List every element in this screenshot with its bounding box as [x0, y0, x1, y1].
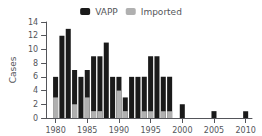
svg-text:1980: 1980	[45, 126, 65, 135]
svg-text:Imported: Imported	[141, 7, 182, 17]
svg-text:4: 4	[33, 86, 38, 95]
svg-text:6: 6	[33, 72, 38, 81]
svg-text:10: 10	[28, 45, 38, 54]
svg-text:2005: 2005	[204, 126, 224, 135]
svg-text:1990: 1990	[109, 126, 129, 135]
svg-text:2000: 2000	[172, 126, 192, 135]
svg-text:1995: 1995	[140, 126, 160, 135]
svg-text:Cases: Cases	[8, 56, 18, 83]
svg-text:14: 14	[28, 18, 38, 27]
svg-text:12: 12	[28, 31, 38, 40]
svg-text:2: 2	[33, 100, 38, 109]
svg-text:0: 0	[33, 114, 38, 123]
svg-text:8: 8	[33, 59, 38, 68]
svg-text:2010: 2010	[235, 126, 255, 135]
svg-text:VAPP: VAPP	[95, 7, 118, 17]
svg-text:1985: 1985	[77, 126, 97, 135]
